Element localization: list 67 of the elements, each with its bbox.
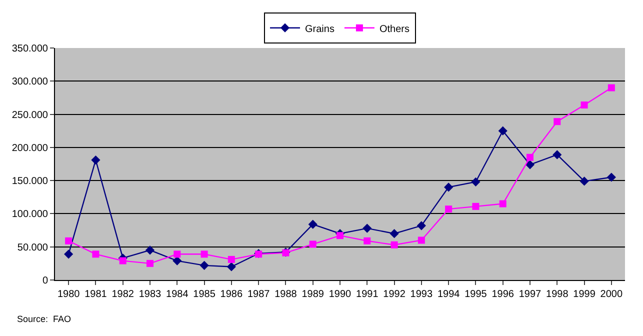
point bbox=[498, 126, 508, 136]
point bbox=[526, 154, 534, 161]
y-tick-label: 50.000 bbox=[17, 242, 48, 254]
x-tick-label: 1994 bbox=[437, 289, 460, 300]
point bbox=[390, 229, 399, 238]
x-tick-label: 1990 bbox=[328, 289, 352, 300]
point bbox=[200, 260, 209, 270]
x-tick-label: 1983 bbox=[138, 289, 162, 300]
x-tick-label: 1988 bbox=[274, 289, 298, 300]
x-tick-label: 1986 bbox=[220, 289, 243, 300]
point bbox=[525, 160, 535, 170]
x-tick-label: 1998 bbox=[546, 289, 569, 300]
point bbox=[471, 177, 480, 186]
point bbox=[174, 250, 181, 258]
legend-label: Others bbox=[379, 24, 410, 35]
x-tick-label: 1985 bbox=[193, 289, 216, 300]
point bbox=[416, 221, 426, 230]
point bbox=[309, 240, 316, 248]
point bbox=[200, 250, 208, 258]
point bbox=[228, 256, 235, 263]
point bbox=[390, 241, 398, 248]
point bbox=[418, 236, 425, 244]
y-tick-label: 150.000 bbox=[12, 176, 48, 188]
point bbox=[499, 200, 506, 208]
y-tick-label: 0 bbox=[42, 276, 48, 286]
x-tick-label: 1980 bbox=[57, 289, 80, 300]
x-tick-label: 1995 bbox=[464, 289, 488, 300]
point bbox=[308, 220, 318, 229]
x-tick-label: 1987 bbox=[247, 289, 270, 300]
point bbox=[336, 232, 344, 240]
point bbox=[444, 182, 454, 192]
point bbox=[580, 102, 588, 109]
x-tick-label: 1991 bbox=[356, 289, 379, 300]
point bbox=[362, 224, 372, 233]
point bbox=[226, 262, 236, 272]
y-tick-label: 200.000 bbox=[12, 142, 48, 154]
point bbox=[145, 246, 155, 255]
point bbox=[92, 250, 100, 258]
point bbox=[554, 118, 561, 126]
x-tick-label: 1982 bbox=[112, 289, 134, 300]
x-tick-label: 1984 bbox=[166, 289, 189, 300]
point bbox=[64, 250, 74, 259]
y-tick-label: 300.000 bbox=[12, 76, 48, 88]
x-tick-label: 1997 bbox=[518, 289, 542, 300]
x-tick-label: 1981 bbox=[84, 289, 108, 300]
y-tick-label: 250.000 bbox=[12, 110, 48, 121]
point bbox=[364, 237, 371, 244]
x-tick-label: 1999 bbox=[573, 289, 596, 300]
x-tick-label: 1993 bbox=[410, 289, 433, 300]
point bbox=[552, 150, 562, 160]
point bbox=[472, 202, 480, 210]
point bbox=[91, 155, 100, 165]
point bbox=[445, 206, 452, 213]
y-tick-label: 350.000 bbox=[12, 44, 48, 54]
point bbox=[608, 84, 615, 92]
point bbox=[119, 257, 126, 264]
point bbox=[65, 237, 72, 244]
x-tick-label: 1992 bbox=[383, 289, 406, 300]
point bbox=[580, 176, 589, 186]
point bbox=[606, 172, 616, 182]
x-tick-label: 1996 bbox=[492, 289, 514, 300]
x-tick-label: 2000 bbox=[600, 289, 623, 300]
y-tick-label: 100.000 bbox=[12, 209, 48, 220]
source-note: Source: FAO bbox=[17, 314, 72, 324]
point bbox=[146, 260, 154, 267]
legend-label: Grains bbox=[305, 24, 334, 35]
x-tick-label: 1989 bbox=[302, 289, 324, 300]
